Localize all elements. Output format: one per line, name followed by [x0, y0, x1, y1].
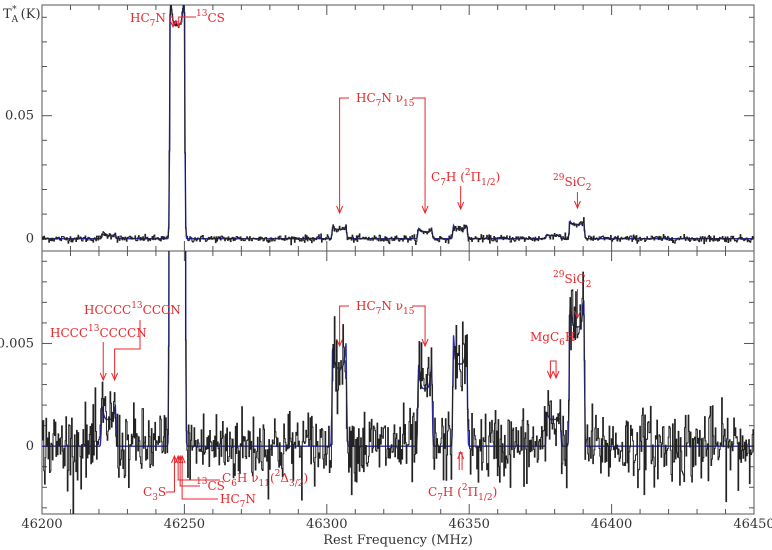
label-hcccc13cccn: HCCCC13CCCN [84, 301, 181, 317]
arrow-head [457, 450, 465, 460]
bottom-annotations: HCCCC13CCCN HCCC13CCCCN HC7N ν15 29SiC2 MgC6… [50, 270, 591, 510]
arrow-head [573, 310, 581, 320]
arrow-head [546, 370, 554, 380]
nu15-leader-right-b [412, 305, 426, 346]
label-c7h: C7H (2Π1/2) [431, 168, 500, 188]
mgc6h-leader [549, 360, 557, 378]
13cs-leader-b [179, 456, 200, 487]
c3s-leader [166, 456, 175, 493]
arrow-head [336, 205, 344, 215]
top-model-fit [42, 5, 754, 240]
arrow-head [336, 338, 344, 348]
top-ticks: 00.05 [5, 5, 755, 251]
top-model-line [42, 5, 754, 240]
arrow-head [457, 201, 465, 211]
label-13cs-bottom: 13CS [196, 477, 225, 493]
nu15-leader-right [412, 97, 426, 213]
arrow-head [99, 372, 107, 382]
arrow-head [552, 370, 560, 380]
label-mgc6h: MgC6H [530, 330, 575, 348]
bottom-ytick-label: 0 [26, 439, 34, 454]
nu15-leader-left-b [339, 305, 349, 346]
hc7n-leader-b [181, 456, 218, 500]
arrow-head [175, 19, 183, 29]
arrow-head [169, 19, 177, 29]
top-data-line [42, 5, 754, 246]
x-axis-title: Rest Frequency (MHz) [323, 533, 473, 548]
top-ytick-label: 0.05 [5, 109, 34, 124]
top-ytick-label: 0 [26, 232, 34, 247]
label-c6h-nu11: C6H ν11(2Δ3/2) [222, 469, 308, 489]
arrow-head [573, 200, 581, 210]
label-hc7n-nu15-bottom: HC7N ν15 [356, 299, 415, 317]
x-tick-label: 46350 [449, 517, 490, 532]
label-hc7n-nu15: HC7N ν15 [356, 91, 415, 109]
bottom-ytick-label: 0.005 [0, 336, 34, 351]
bottom-observed-spectrum [42, 251, 754, 514]
label-hccc13ccccn: HCCC13CCCCN [50, 324, 147, 340]
13cs-leader [178, 16, 196, 27]
x-tick-label: 46400 [591, 517, 632, 532]
label-29sic2: 29SiC2 [553, 173, 591, 193]
x-tick-label: 46450 [733, 517, 772, 532]
label-hc7n-bottom: HC7N [220, 492, 256, 510]
nu15-leader-left [339, 97, 349, 213]
label-29sic2-bottom: 29SiC2 [553, 270, 591, 290]
label-c7h-bottom: C7H (2Π1/2) [428, 483, 497, 503]
arrow-head [421, 338, 429, 348]
bottom-model-fit [42, 251, 754, 447]
top-panel-frame [41, 4, 755, 252]
y-axis-title: TA* (K) [3, 5, 41, 25]
bottom-data-line [42, 251, 754, 514]
x-tick-label: 46250 [164, 517, 205, 532]
arrow-head [111, 372, 119, 382]
label-hc7n: HC7N [130, 11, 166, 29]
bottom-panel: 0 0.005 HCCCC13CCCN HCCC13CCCCN HC7N ν15 29S… [0, 250, 755, 515]
label-c3s: C3S [143, 485, 166, 503]
bottom-ticks: 0 0.005 [0, 251, 755, 514]
c6h-leader [177, 456, 220, 481]
x-axis: 46200 46250 46300 46350 46400 46450 [21, 517, 772, 532]
top-observed-spectrum [42, 5, 754, 246]
x-tick-label: 46300 [306, 517, 347, 532]
x-tick-label: 46200 [21, 517, 62, 532]
hcccc13cccn-leader [114, 320, 141, 380]
label-13cs: 13CS [196, 9, 225, 25]
bottom-panel-frame [41, 250, 755, 515]
top-annotations: HC7N 13CS HC7N ν15 C7H (2Π1/2) 29SiC2 [130, 9, 591, 215]
arrow-head [421, 205, 429, 215]
hc7n-leader [170, 16, 174, 27]
bottom-model-line [42, 251, 754, 447]
